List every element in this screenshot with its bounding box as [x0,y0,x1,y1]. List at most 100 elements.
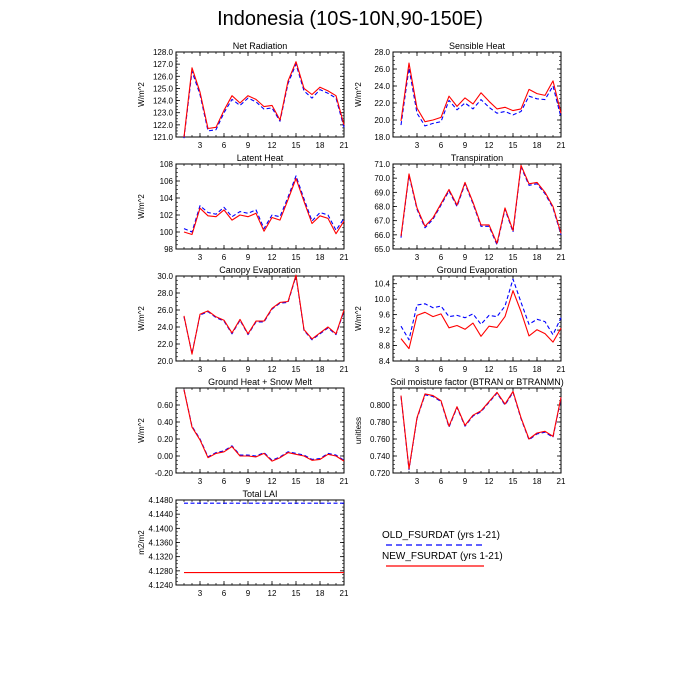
y-tick-label: 9.6 [379,311,391,320]
x-tick-label: 18 [316,141,325,150]
y-axis-label: W/m^2 [137,306,146,331]
x-tick-label: 18 [316,365,325,374]
series-line-old [183,175,345,233]
plot-frame [392,387,562,474]
x-tick-label: 15 [509,253,518,262]
y-tick-label: 66.0 [374,231,390,240]
y-tick-label: 26.0 [157,306,173,315]
x-tick-label: 15 [292,253,301,262]
x-tick-label: 9 [463,253,468,262]
series-line-new [400,164,562,244]
y-tick-label: 123.0 [153,109,174,118]
x-tick-label: 15 [509,477,518,486]
x-tick-label: 21 [557,477,566,486]
chart-total-lai: Total LAI 3 6 9 12 15 18 21 4.1240 4.1280 4.1320 4.… [137,489,349,598]
y-tick-label: 0.20 [157,435,173,444]
y-tick-label: 4.1440 [149,510,174,519]
y-tick-label: 106 [160,177,174,186]
x-tick-label: 18 [533,365,542,374]
y-tick-label: 4.1360 [149,539,174,548]
series-line-old [183,275,345,354]
y-tick-label: 4.1480 [149,496,174,505]
series-line-old [400,278,562,341]
x-tick-label: 6 [439,141,444,150]
x-tick-label: 12 [268,365,277,374]
x-tick-label: 6 [439,365,444,374]
chart-latent-heat: Latent Heat 3 6 9 12 15 18 21 98 100 102 104 106 108 W… [137,153,349,262]
legend: OLD_FSURDAT (yrs 1-21) NEW_FSURDAT (yrs … [380,530,510,570]
y-tick-label: 102 [160,211,174,220]
y-tick-label: -0.20 [155,469,174,478]
series-line-new [183,389,345,462]
x-tick-label: 3 [198,589,203,598]
y-tick-label: 122.0 [153,121,174,130]
series-line-old [400,391,562,471]
plot-frame [175,275,345,362]
chart-title: Transpiration [451,153,503,163]
chart-title: Ground Heat + Snow Melt [208,377,312,387]
y-axis-label: W/m^2 [137,418,146,443]
series-line-old [400,166,562,246]
x-tick-label: 9 [246,253,251,262]
legend-label-new: NEW_FSURDAT (yrs 1-21) [382,551,503,562]
series-line-old [183,63,345,139]
series-line-new [400,390,562,470]
legend-label-old: OLD_FSURDAT (yrs 1-21) [382,530,500,541]
y-axis-label: unitless [354,417,363,444]
x-tick-label: 18 [533,477,542,486]
y-tick-label: 125.0 [153,84,174,93]
y-tick-label: 22.0 [157,340,173,349]
y-tick-label: 68.0 [374,203,390,212]
y-tick-label: 67.0 [374,217,390,226]
y-tick-label: 4.1320 [149,553,174,562]
y-tick-label: 0.00 [157,452,173,461]
x-tick-label: 21 [340,589,349,598]
x-tick-label: 15 [509,365,518,374]
series-line-new [400,62,562,123]
y-axis-label: W/m^2 [354,306,363,331]
y-tick-label: 104 [160,194,174,203]
y-tick-label: 69.0 [374,188,390,197]
y-tick-label: 20.0 [374,116,390,125]
y-axis-label: m2/m2 [137,530,146,555]
y-tick-label: 28.0 [157,289,173,298]
x-tick-label: 12 [485,141,494,150]
x-tick-label: 21 [557,141,566,150]
y-tick-label: 124.0 [153,97,174,106]
x-tick-label: 12 [485,253,494,262]
y-tick-label: 128.0 [153,48,174,57]
chart-title: Sensible Heat [449,41,506,51]
x-tick-label: 21 [340,477,349,486]
x-tick-label: 18 [316,477,325,486]
y-tick-label: 10.4 [374,280,390,289]
y-tick-label: 121.0 [153,133,174,142]
x-tick-label: 9 [246,477,251,486]
x-tick-label: 15 [292,141,301,150]
series-line-new [183,61,345,138]
series-line-new [183,274,345,355]
plot-frame [175,51,345,138]
x-tick-label: 6 [439,253,444,262]
chart-title: Net Radiation [233,41,288,51]
y-tick-label: 71.0 [374,160,390,169]
x-tick-label: 18 [533,253,542,262]
x-tick-label: 21 [557,253,566,262]
chart-title: Total LAI [242,489,277,499]
x-tick-label: 6 [222,477,227,486]
x-tick-label: 21 [340,141,349,150]
x-tick-label: 3 [198,477,203,486]
y-tick-label: 9.2 [379,326,391,335]
x-tick-label: 3 [198,365,203,374]
y-tick-label: 0.60 [157,401,173,410]
y-tick-label: 18.0 [374,133,390,142]
y-tick-label: 26.0 [374,65,390,74]
x-tick-label: 9 [463,365,468,374]
x-tick-label: 9 [246,365,251,374]
series-line-new [400,290,562,350]
x-tick-label: 9 [246,141,251,150]
y-tick-label: 28.0 [374,48,390,57]
x-tick-label: 6 [222,365,227,374]
y-tick-label: 100 [160,228,174,237]
plot-frame [392,51,562,138]
y-tick-label: 30.0 [157,272,173,281]
